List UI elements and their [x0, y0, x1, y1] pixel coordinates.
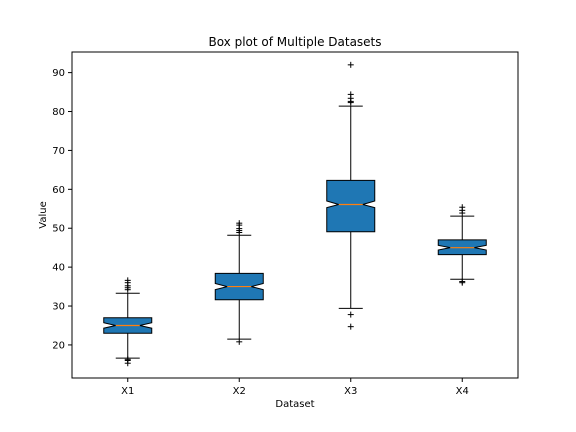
x-tick-label: X2 — [233, 386, 246, 397]
y-tick-label: 60 — [52, 185, 65, 196]
outlier-marker — [347, 311, 354, 318]
x-tick-label: X1 — [121, 386, 134, 397]
box-x3 — [326, 61, 376, 330]
y-tick-label: 70 — [52, 146, 65, 157]
y-tick-label: 20 — [52, 340, 65, 351]
y-tick-label: 90 — [52, 68, 65, 79]
outlier-marker — [236, 220, 243, 227]
outlier-marker — [347, 323, 354, 330]
y-axis-label: Value — [38, 201, 49, 228]
chart-title: Box plot of Multiple Datasets — [208, 35, 381, 49]
x-tick-label: X4 — [456, 386, 469, 397]
y-tick-label: 40 — [52, 263, 65, 274]
x-tick-label: X3 — [344, 386, 357, 397]
box-body — [326, 179, 376, 233]
y-tick-label: 30 — [52, 302, 65, 313]
y-tick-label: 50 — [52, 224, 65, 235]
x-axis: X1 X2 X3 X4 — [121, 378, 469, 397]
y-axis: 20 30 40 50 60 70 80 90 — [52, 68, 72, 351]
outlier-marker — [236, 338, 243, 345]
plot-area — [71, 51, 519, 379]
boxes — [103, 61, 487, 367]
box-x4 — [437, 204, 487, 286]
outlier-marker — [459, 278, 466, 285]
outlier-marker — [347, 61, 354, 68]
box-x2 — [214, 220, 264, 345]
y-tick-label: 80 — [52, 107, 65, 118]
outlier-marker — [347, 91, 354, 98]
outlier-marker — [124, 356, 131, 363]
outlier-marker — [459, 204, 466, 211]
box-x1 — [103, 277, 153, 367]
x-axis-label: Dataset — [275, 399, 314, 410]
outlier-marker — [124, 277, 131, 284]
